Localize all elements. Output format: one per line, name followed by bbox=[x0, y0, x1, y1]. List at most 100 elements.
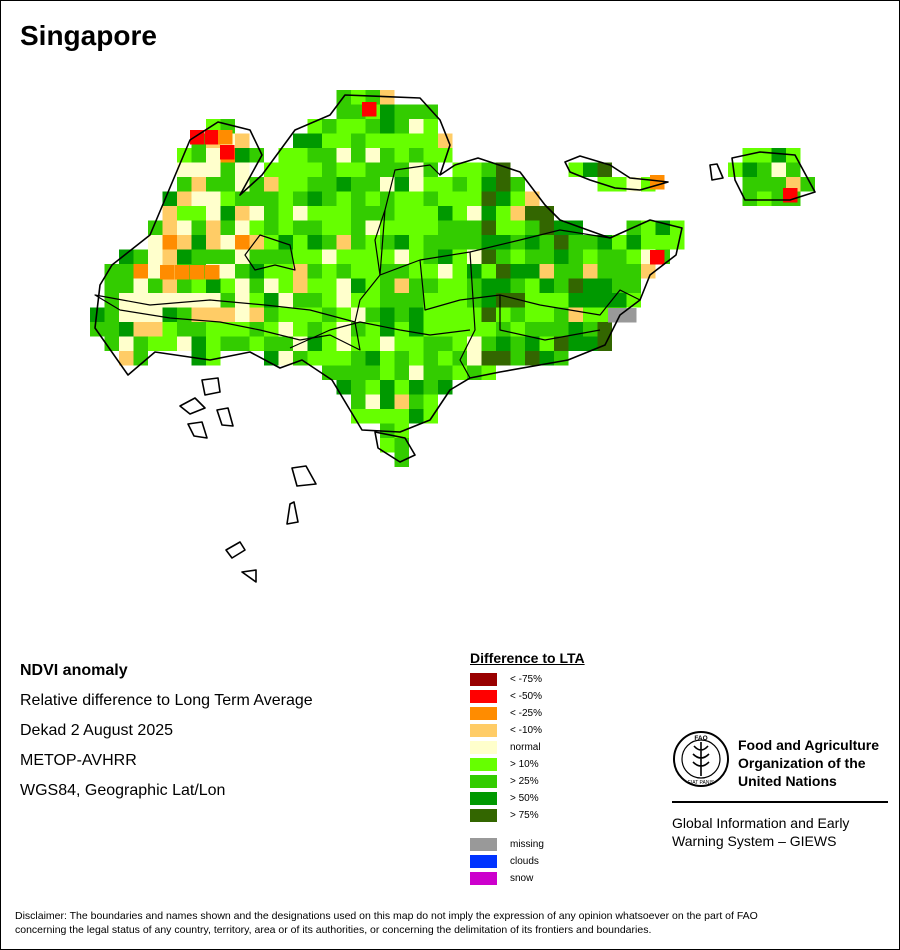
district-boundary-2 bbox=[244, 234, 296, 271]
ndvi-pixel bbox=[235, 133, 250, 148]
ndvi-pixel bbox=[293, 249, 308, 264]
ndvi-pixel bbox=[423, 148, 438, 163]
ndvi-pixel bbox=[351, 206, 366, 221]
ndvi-pixel bbox=[307, 307, 322, 322]
legend-swatch bbox=[470, 809, 497, 822]
ndvi-pixel bbox=[365, 90, 380, 105]
ndvi-pixel bbox=[467, 278, 482, 293]
ndvi-pixel bbox=[467, 191, 482, 206]
ndvi-pixel bbox=[597, 293, 612, 308]
ndvi-pixel bbox=[235, 307, 250, 322]
ndvi-pixel bbox=[148, 307, 163, 322]
ndvi-pixel bbox=[380, 278, 395, 293]
ndvi-pixel bbox=[496, 264, 511, 279]
ndvi-pixel bbox=[583, 293, 598, 308]
ndvi-pixel bbox=[162, 235, 177, 250]
ndvi-pixel bbox=[467, 293, 482, 308]
ndvi-pixel bbox=[771, 162, 786, 177]
ndvi-pixel bbox=[438, 351, 453, 366]
ndvi-pixel bbox=[365, 235, 380, 250]
ndvi-pixel bbox=[380, 235, 395, 250]
ndvi-pixel bbox=[583, 235, 598, 250]
legend-item: snow bbox=[470, 870, 585, 887]
ndvi-pixel bbox=[409, 365, 424, 380]
ndvi-pixel bbox=[351, 133, 366, 148]
ndvi-pixel bbox=[626, 249, 641, 264]
ndvi-pixel bbox=[409, 409, 424, 424]
fao-logo: FAO FIAT PANIS bbox=[673, 731, 729, 787]
ndvi-pixel bbox=[278, 293, 293, 308]
legend-label: > 75% bbox=[510, 810, 539, 821]
ndvi-pixel bbox=[220, 293, 235, 308]
ndvi-pixel bbox=[148, 249, 163, 264]
ndvi-pixel bbox=[351, 177, 366, 192]
ndvi-pixel bbox=[336, 133, 351, 148]
ndvi-pixel bbox=[394, 249, 409, 264]
ndvi-pixel bbox=[220, 322, 235, 337]
ndvi-pixel bbox=[597, 322, 612, 337]
ndvi-pixel bbox=[583, 307, 598, 322]
ndvi-pixel bbox=[351, 264, 366, 279]
ndvi-pixel bbox=[351, 380, 366, 395]
ndvi-pixel bbox=[612, 293, 627, 308]
ndvi-pixel bbox=[452, 351, 467, 366]
ndvi-pixel bbox=[510, 293, 525, 308]
ndvi-pixel bbox=[583, 162, 598, 177]
ndvi-pixel bbox=[394, 365, 409, 380]
ndvi-pixel bbox=[220, 336, 235, 351]
ndvi-pixel bbox=[771, 191, 786, 206]
ndvi-pixel bbox=[525, 191, 540, 206]
district-boundary-6 bbox=[374, 164, 441, 276]
ndvi-pixel bbox=[322, 351, 337, 366]
ndvi-pixel bbox=[264, 249, 279, 264]
ndvi-pixel bbox=[162, 307, 177, 322]
ndvi-pixel bbox=[351, 90, 366, 105]
ndvi-pixel bbox=[525, 322, 540, 337]
ndvi-pixel bbox=[175, 265, 190, 280]
ndvi-pixel bbox=[336, 293, 351, 308]
islet-s7-outline bbox=[225, 541, 246, 559]
ndvi-pixel bbox=[394, 104, 409, 119]
ndvi-pixel bbox=[133, 322, 148, 337]
ndvi-pixel bbox=[278, 220, 293, 235]
ndvi-pixel bbox=[525, 336, 540, 351]
ndvi-pixel bbox=[452, 191, 467, 206]
district-boundary-1 bbox=[94, 294, 361, 351]
ndvi-pixel bbox=[409, 264, 424, 279]
ndvi-pixel bbox=[191, 191, 206, 206]
ndvi-pixel bbox=[177, 162, 192, 177]
fao-name-line-3: United Nations bbox=[738, 773, 837, 789]
ndvi-pixel bbox=[206, 351, 221, 366]
ndvi-pixel bbox=[177, 249, 192, 264]
ndvi-pixel bbox=[249, 220, 264, 235]
ndvi-pixel bbox=[496, 235, 511, 250]
ndvi-pixel bbox=[278, 307, 293, 322]
ndvi-pixel bbox=[423, 293, 438, 308]
district-boundary-4 bbox=[419, 259, 641, 316]
ndvi-pixel bbox=[220, 119, 235, 134]
ndvi-pixel bbox=[177, 191, 192, 206]
ndvi-pixel bbox=[423, 133, 438, 148]
legend-swatch bbox=[470, 838, 497, 851]
ndvi-pixel bbox=[612, 235, 627, 250]
ndvi-pixel bbox=[336, 249, 351, 264]
ndvi-pixel bbox=[293, 162, 308, 177]
ndvi-pixel bbox=[336, 162, 351, 177]
ndvi-pixel bbox=[191, 322, 206, 337]
legend-swatch bbox=[470, 707, 497, 720]
ndvi-pixel bbox=[423, 264, 438, 279]
ndvi-pixel bbox=[220, 191, 235, 206]
ndvi-pixel bbox=[307, 133, 322, 148]
ndvi-pixel bbox=[220, 177, 235, 192]
ndvi-pixel bbox=[293, 307, 308, 322]
ndvi-pixel bbox=[160, 265, 175, 280]
ndvi-pixel bbox=[771, 177, 786, 192]
ndvi-pixel bbox=[409, 177, 424, 192]
ndvi-pixel bbox=[365, 409, 380, 424]
ndvi-pixel bbox=[322, 148, 337, 163]
map-info: NDVI anomaly Relative difference to Long… bbox=[20, 656, 313, 806]
ndvi-pixel bbox=[641, 235, 656, 250]
ndvi-pixel bbox=[206, 206, 221, 221]
ndvi-pixel bbox=[322, 278, 337, 293]
ndvi-pixel bbox=[380, 438, 395, 453]
